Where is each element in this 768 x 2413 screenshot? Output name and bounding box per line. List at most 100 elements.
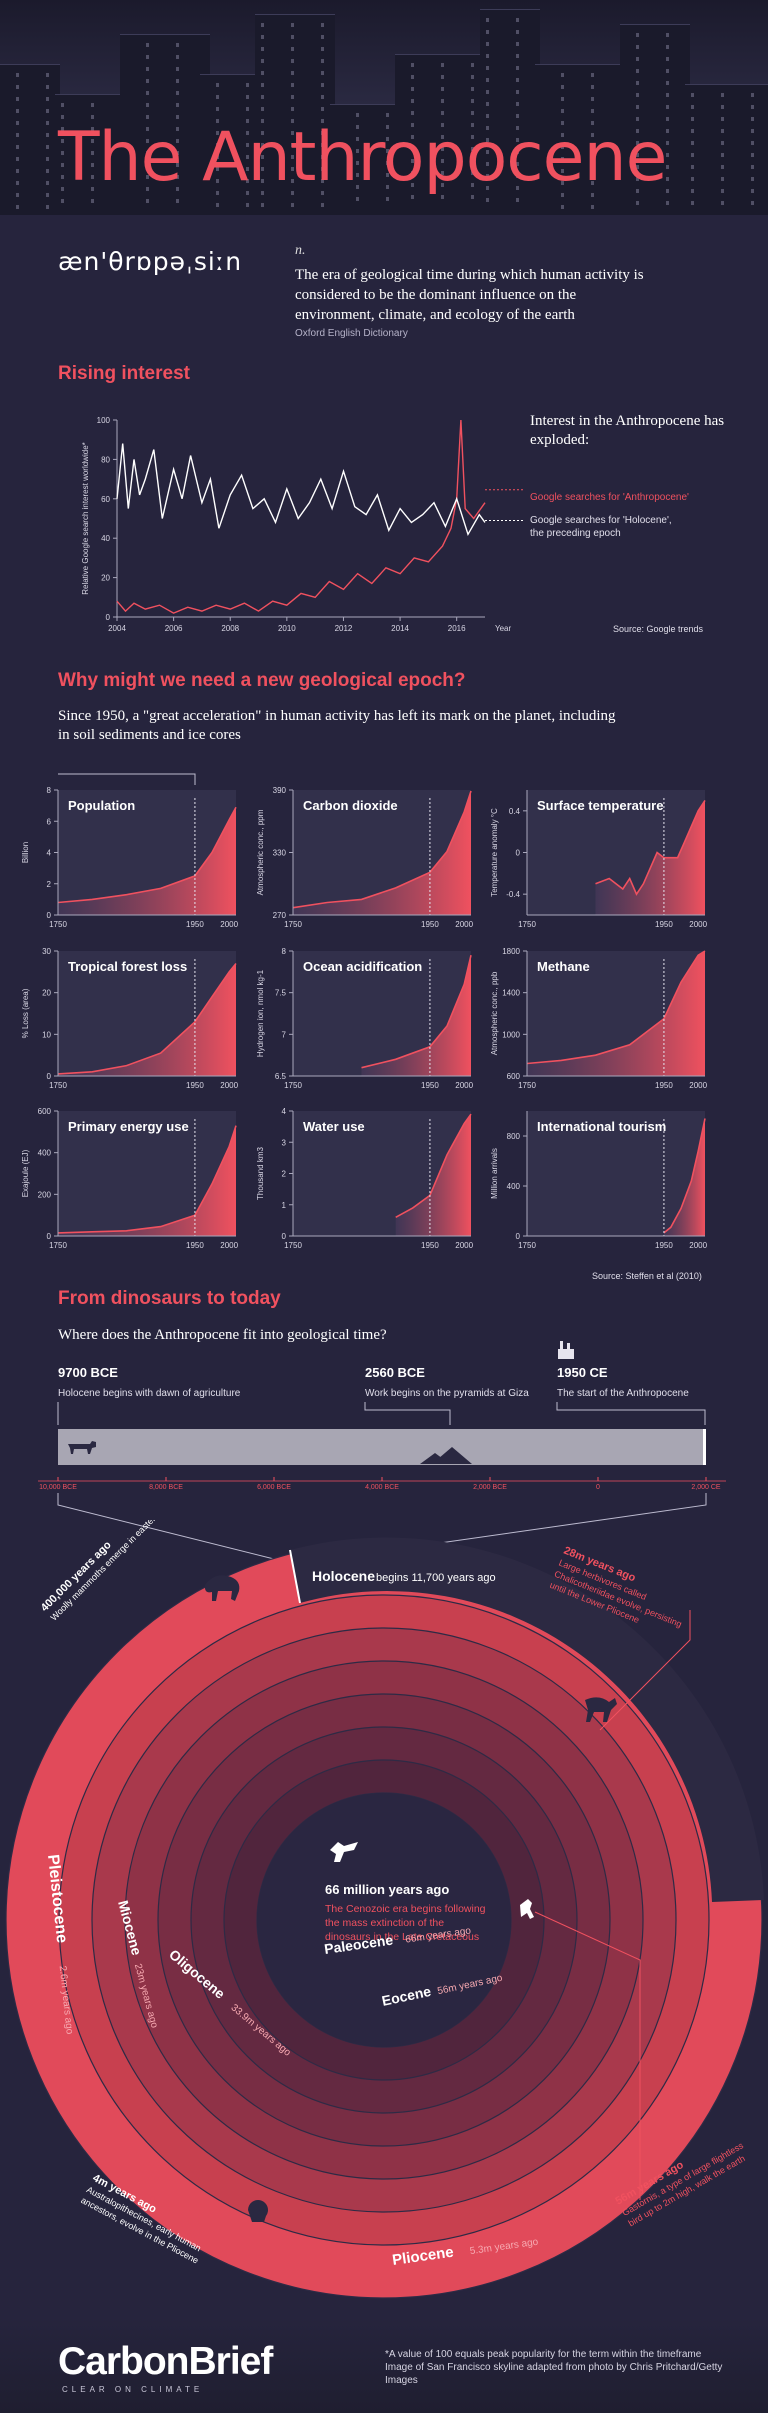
skyline-window — [441, 159, 444, 163]
skyline-building — [620, 24, 690, 215]
skyline-window — [751, 165, 754, 169]
skyline-building — [480, 9, 540, 215]
skyline-window — [486, 54, 489, 58]
panel-primary-energy-use: 0 200 400 600 1750 1950 2000 Exajoule (EJ) Prima… — [21, 1107, 239, 1250]
skyline-window — [261, 35, 264, 39]
skyline-window — [486, 162, 489, 166]
skyline-window — [356, 125, 359, 129]
skyline-window — [146, 79, 149, 83]
skyline-window — [666, 57, 669, 61]
y-tick-label: 6.5 — [275, 1072, 287, 1081]
skyline-window — [246, 155, 249, 159]
y-axis-label: Relative Google search interest worldwid… — [81, 442, 90, 595]
skyline-window — [321, 167, 324, 171]
skyline-window — [636, 93, 639, 97]
y-axis-label: Exajoule (EJ) — [21, 1149, 30, 1197]
skyline-window — [61, 199, 64, 203]
skyline-window — [16, 205, 19, 209]
skyline-window — [636, 129, 639, 133]
y-tick-label: 0 — [516, 1232, 521, 1241]
skyline-window — [16, 109, 19, 113]
skyline-window — [751, 189, 754, 193]
skyline-window — [46, 133, 49, 137]
skyline-window — [216, 131, 219, 135]
timeline-bar — [58, 1429, 706, 1465]
trends-source: Source: Google trends — [613, 624, 704, 634]
panel-carbon-dioxide: 270 330 390 1750 1950 2000 Atmospheric conc., … — [256, 786, 474, 929]
skyline-window — [356, 161, 359, 165]
y-tick-label: 7 — [282, 1030, 287, 1039]
panel-tropical-forest-loss: 0 10 20 30 1750 1950 2000 % Loss (area) Tropical… — [21, 947, 239, 1090]
skyline-window — [386, 113, 389, 117]
panel-background — [527, 1111, 705, 1236]
holocene-sub: begins 11,700 years ago — [376, 1572, 496, 1584]
y-tick-label: 20 — [42, 989, 51, 998]
skyline-window — [216, 203, 219, 207]
cow-icon — [68, 1441, 96, 1454]
skyline-window — [591, 85, 594, 89]
skyline-window — [591, 121, 594, 125]
skyline-window — [291, 23, 294, 27]
skyline-window — [441, 135, 444, 139]
note-text-line: Woolly mammoths emerge in eastern Asia — [49, 1520, 175, 1623]
skyline-window — [386, 149, 389, 153]
skyline-window — [561, 133, 564, 137]
skyline-window — [721, 129, 724, 133]
holocene-cutout — [290, 1537, 764, 1902]
y-tick-label: 0.4 — [509, 807, 521, 816]
area-line — [57, 962, 237, 1075]
footnote: *A value of 100 equals peak popularity f… — [385, 2348, 725, 2387]
skyline-window — [261, 155, 264, 159]
skyline-window — [146, 55, 149, 59]
skyline-window — [471, 111, 474, 115]
x-tick-label: 1750 — [49, 1241, 67, 1250]
skyline-window — [666, 189, 669, 193]
skyline-window — [486, 66, 489, 70]
skyline-window — [321, 203, 324, 207]
skyline-window — [561, 73, 564, 77]
skyline-window — [291, 95, 294, 99]
y-tick-label: 600 — [507, 1072, 521, 1081]
skyline-window — [666, 141, 669, 145]
y-tick-label: 4 — [282, 1107, 287, 1116]
x-tick-label: 1950 — [421, 1241, 439, 1250]
skyline-window — [751, 93, 754, 97]
skyline-window — [721, 105, 724, 109]
skyline-window — [91, 187, 94, 191]
skyline-window — [216, 83, 219, 87]
y-tick-label: 0 — [516, 849, 521, 858]
skyline-window — [246, 107, 249, 111]
x-tick-label: 1950 — [186, 1081, 204, 1090]
skyline-window — [246, 179, 249, 183]
y-tick-label: 0 — [282, 1232, 287, 1241]
skyline-window — [591, 109, 594, 113]
skyline-window — [636, 153, 639, 157]
skyline-window — [91, 175, 94, 179]
google-trends-chart: 0 20 40 60 80 100 2004 2006 2008 2010 2012 2014 2016… — [81, 416, 525, 633]
skyline-window — [291, 35, 294, 39]
skyline-window — [46, 109, 49, 113]
footnote-peak: *A value of 100 equals peak popularity f… — [385, 2349, 702, 2360]
skyline-window — [561, 97, 564, 101]
skyline-window — [516, 126, 519, 130]
skyline-window — [441, 63, 444, 67]
skyline-window — [261, 191, 264, 195]
x-tick-label: 1750 — [518, 920, 536, 929]
skyline-window — [216, 167, 219, 171]
skyline-window — [691, 93, 694, 97]
interest-annotation: Interest in the Anthropocene has explode… — [530, 413, 725, 448]
skyline-window — [441, 87, 444, 91]
skyline-window — [666, 81, 669, 85]
skyline-window — [411, 75, 414, 79]
skyline-window — [356, 197, 359, 201]
skyline-window — [216, 95, 219, 99]
x-tick-label: 2000 — [220, 1241, 238, 1250]
skyline-window — [91, 139, 94, 143]
scale-label: 2,000 CE — [691, 1484, 721, 1491]
panel-ocean-acidification: 6.5 7 7.5 8 1750 1950 2000 Hydrogen ion, nmol k… — [256, 947, 474, 1090]
skyline-window — [246, 83, 249, 87]
skyline-window — [561, 85, 564, 89]
skyline-window — [146, 139, 149, 143]
zoom-leader — [57, 1493, 291, 1564]
